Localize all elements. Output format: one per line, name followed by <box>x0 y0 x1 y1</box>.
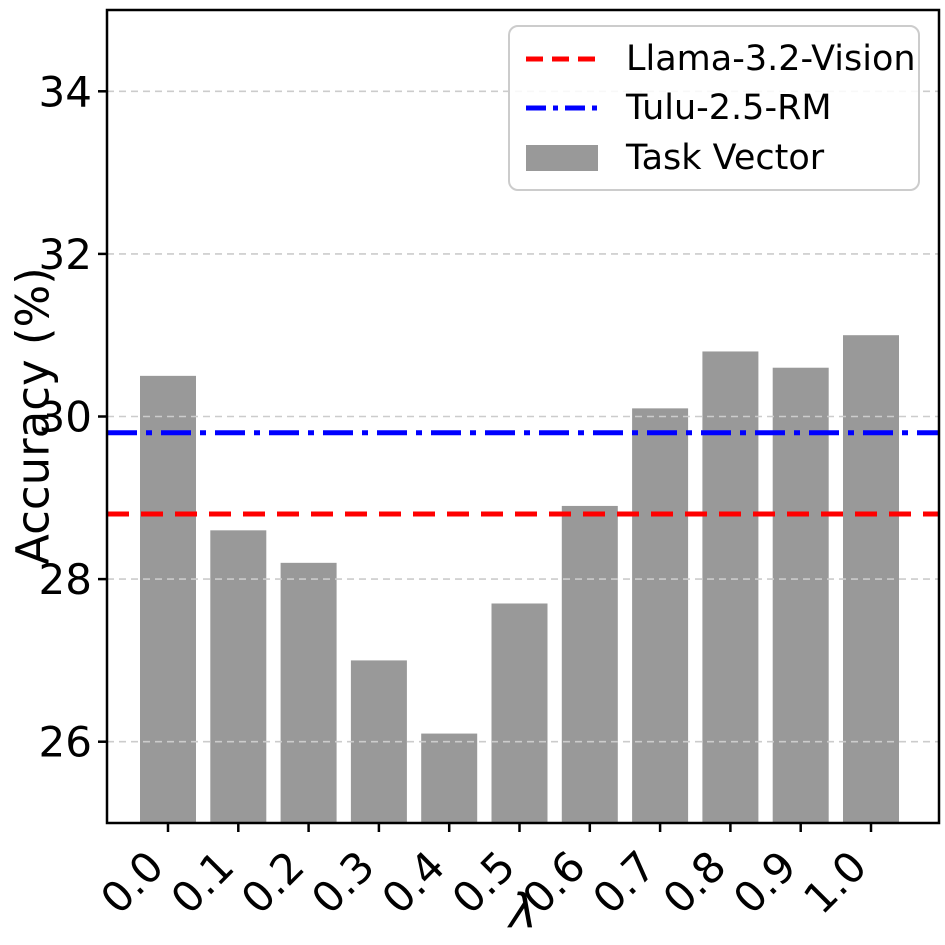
bar <box>772 367 829 823</box>
legend-item-task-vector: Task Vector <box>526 134 918 182</box>
legend-label-task-vector: Task Vector <box>626 137 825 178</box>
legend-label-tulu: Tulu-2.5-RM <box>626 88 832 128</box>
y-tick-label: 26 <box>39 718 92 767</box>
x-tick-label: 0.9 <box>724 841 806 923</box>
bar <box>421 733 478 823</box>
bar <box>210 530 267 823</box>
legend-item-tulu: Tulu-2.5-RM <box>526 84 918 132</box>
bar <box>561 505 618 823</box>
bar <box>491 603 548 823</box>
y-tick-label: 28 <box>39 555 92 604</box>
y-axis-label: Accuracy (%) <box>6 267 60 565</box>
y-tick-label: 30 <box>39 393 92 442</box>
x-tick-label: 0.3 <box>302 841 384 923</box>
y-tick-label: 34 <box>39 67 92 116</box>
x-tick-label: 0.8 <box>654 841 736 923</box>
blue-dashdot-line-icon <box>526 104 598 112</box>
plot-frame <box>105 8 941 825</box>
x-tick-label: 0.4 <box>372 841 454 923</box>
gray-bar-swatch-icon <box>526 144 598 171</box>
legend-label-llama: Llama-3.2-Vision <box>626 38 916 79</box>
legend-item-llama: Llama-3.2-Vision <box>526 35 918 83</box>
bar <box>280 562 337 823</box>
bar <box>632 408 689 823</box>
bar <box>140 375 196 823</box>
x-tick-label: 0.0 <box>91 841 173 923</box>
legend: Llama-3.2-Vision Tulu-2.5-RM Task Vector <box>508 25 920 191</box>
x-tick-label: 0.2 <box>232 841 314 923</box>
bar <box>702 351 759 823</box>
x-tick-label: 0.7 <box>583 841 665 923</box>
red-dashed-line-icon <box>526 55 598 63</box>
x-tick-label: 0.1 <box>161 841 243 923</box>
x-axis-label: λ <box>509 884 537 940</box>
x-tick-label: 1.0 <box>794 841 876 923</box>
y-tick-label: 32 <box>39 230 92 279</box>
